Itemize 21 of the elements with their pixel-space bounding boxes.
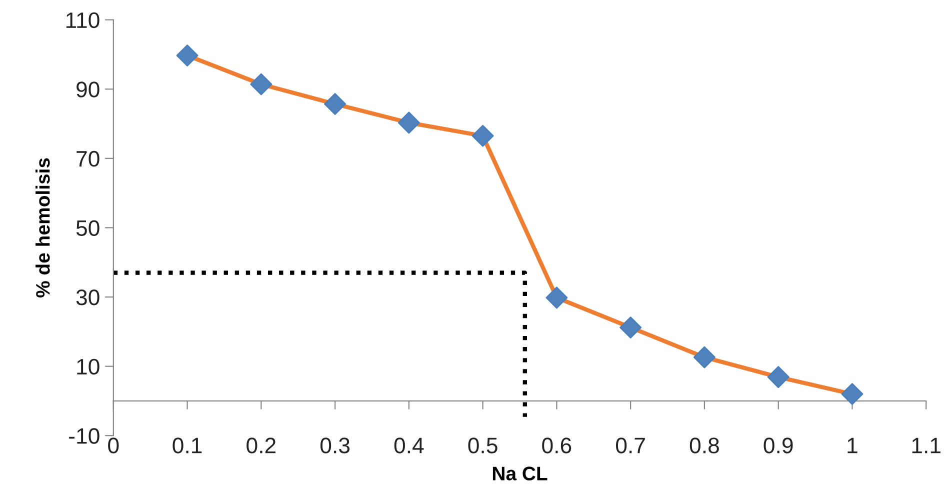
x-tick-label: 0 <box>108 438 119 454</box>
x-tick-label: 0.3 <box>320 438 350 454</box>
y-tick-label: 70 <box>76 150 100 167</box>
y-tick-label: 30 <box>76 290 100 306</box>
y-tick-label: 90 <box>76 82 100 98</box>
y-tick-label: 110 <box>66 12 100 28</box>
x-tick-label: 0.6 <box>542 438 572 454</box>
y-tick-label: 10 <box>77 358 100 375</box>
x-tick-label: 0.7 <box>616 438 645 454</box>
x-tick-label: 0.9 <box>764 438 793 454</box>
x-tick-label: 0.8 <box>690 438 719 454</box>
x-tick-label: 0.1 <box>172 438 202 454</box>
x-axis-title: Na CL <box>492 466 548 480</box>
x-tick-label: 1.1 <box>912 438 940 454</box>
x-tick-label: 0.5 <box>468 438 498 454</box>
y-axis-title: % de hemolisis <box>36 158 50 298</box>
y-tick-label: -10 <box>69 428 100 444</box>
x-tick-label: 0.4 <box>394 438 424 454</box>
x-tick-label: 0.2 <box>246 438 276 454</box>
x-tick-label: 1 <box>848 438 858 454</box>
y-tick-label: 50 <box>76 220 100 236</box>
